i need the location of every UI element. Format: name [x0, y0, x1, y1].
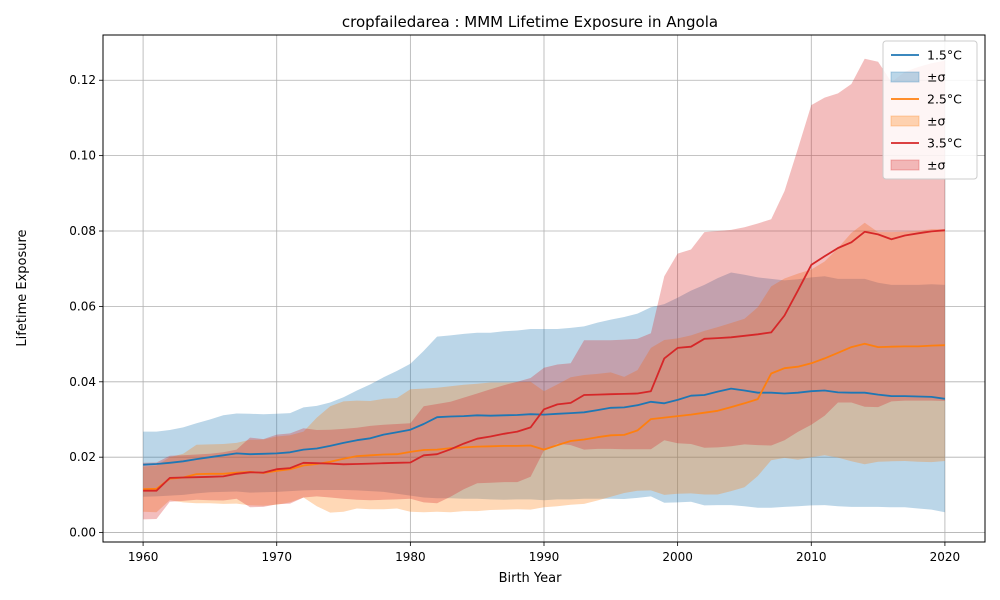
legend-band-swatch	[890, 159, 920, 171]
series-2-5c-line	[143, 342, 945, 491]
x-tick-label: 1980	[395, 550, 426, 564]
axis-ticks: 1960 1970 1980 1990 2000 2010 2020 0.00 0.02 0.04…	[69, 73, 960, 564]
x-tick-label: 1990	[529, 550, 560, 564]
legend-band-swatch	[890, 71, 920, 83]
x-tick-label: 2010	[796, 550, 827, 564]
y-tick-label: 0.10	[69, 149, 96, 163]
legend-box	[882, 40, 978, 180]
y-tick-label: 0.06	[69, 299, 96, 313]
legend: 1.5°C ±σ 2.5°C ±σ 3.5°C ±σ	[882, 40, 978, 180]
series-1-5c-line	[143, 387, 946, 466]
grid	[103, 35, 985, 542]
legend-label: ±σ	[927, 114, 945, 129]
x-tick-label: 1960	[128, 550, 159, 564]
series-1-5c-band	[143, 272, 945, 513]
legend-label: ±σ	[927, 70, 945, 85]
series-lines	[143, 229, 946, 492]
legend-label: 1.5°C	[927, 48, 962, 63]
y-tick-label: 0.04	[69, 375, 96, 389]
y-axis-label: Lifetime Exposure	[15, 229, 30, 346]
legend-label: ±σ	[927, 158, 945, 173]
series-2-5c-band	[143, 222, 945, 513]
legend-band-swatch	[890, 115, 920, 127]
y-tick-label: 0.12	[69, 73, 96, 87]
legend-label: 2.5°C	[927, 92, 962, 107]
x-axis-label: Birth Year	[499, 571, 563, 586]
series-3-5c-line	[143, 229, 945, 492]
legend-label: 3.5°C	[927, 136, 962, 151]
x-tick-label: 2000	[662, 550, 693, 564]
x-tick-label: 2020	[930, 550, 961, 564]
x-tick-label: 1970	[261, 550, 292, 564]
y-tick-label: 0.00	[69, 526, 96, 540]
chart-title: cropfailedarea : MMM Lifetime Exposure i…	[342, 13, 718, 31]
y-tick-label: 0.02	[69, 450, 96, 464]
y-tick-label: 0.08	[69, 224, 96, 238]
